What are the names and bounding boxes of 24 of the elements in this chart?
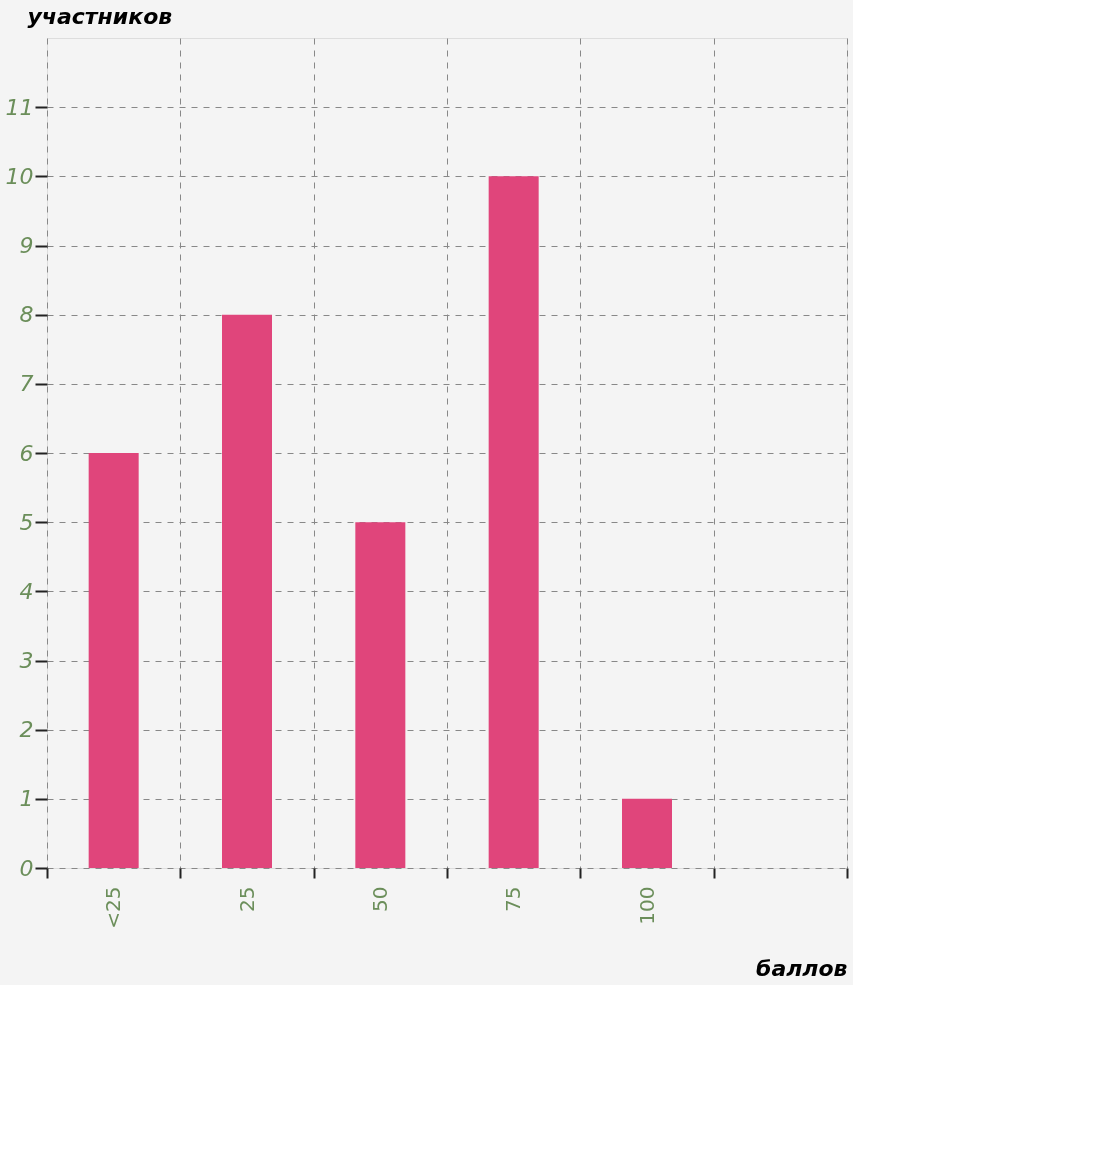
x-tick-label: 50 [367, 886, 392, 912]
y-tick-label: 9 [19, 233, 34, 258]
bar [355, 522, 406, 868]
bar [488, 176, 539, 868]
x-axis-title: баллов [756, 955, 848, 981]
bar [622, 798, 672, 868]
y-tick-label: 0 [19, 855, 34, 881]
y-tick-label: 1 [19, 786, 34, 812]
x-tick-label: 25 [234, 886, 259, 912]
y-tick-label: 2 [19, 717, 34, 743]
y-tick-label: 5 [19, 509, 34, 535]
y-tick-label: 7 [19, 371, 34, 397]
y-tick-label: 3 [19, 648, 34, 673]
y-tick-label: 4 [19, 578, 34, 604]
y-tick-label: 6 [19, 440, 34, 466]
y-tick-label: 11 [5, 94, 34, 120]
x-tick-label: <25 [101, 886, 126, 929]
x-tick-label: 75 [501, 886, 526, 912]
bar [88, 453, 139, 868]
bar [222, 314, 272, 868]
y-tick-label: 10 [5, 163, 34, 189]
y-axis-title: участников [27, 3, 173, 29]
x-tick-label: 100 [634, 886, 659, 925]
y-tick-label: 8 [19, 302, 34, 328]
